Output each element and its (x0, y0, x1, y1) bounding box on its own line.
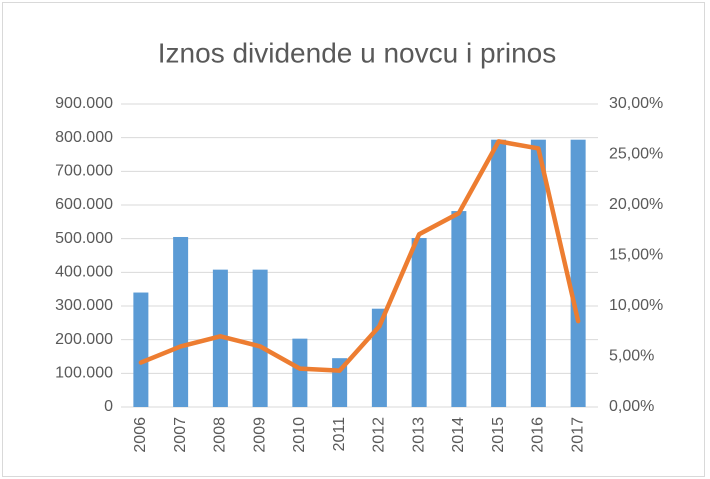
x-tick-label: 2008 (212, 417, 229, 453)
bar (491, 139, 507, 408)
y2-tick-label: 10,00% (609, 297, 663, 314)
bar (570, 139, 586, 408)
x-tick-label: 2006 (132, 417, 149, 453)
bar (133, 292, 149, 407)
y2-tick-label: 25,00% (609, 146, 663, 163)
x-tick-label: 2015 (490, 417, 507, 453)
y-tick-label: 700.000 (55, 163, 113, 180)
y-tick-label: 100.000 (55, 365, 113, 382)
y-tick-label: 300.000 (55, 297, 113, 314)
y-tick-label: 500.000 (55, 230, 113, 247)
y2-tick-label: 0,00% (609, 398, 654, 415)
bar (292, 338, 308, 407)
bar (252, 269, 268, 407)
y2-tick-label: 5,00% (609, 348, 654, 365)
y2-tick-label: 15,00% (609, 247, 663, 264)
line (138, 139, 581, 373)
x-tick-label: 2014 (450, 417, 467, 453)
x-tick-label: 2016 (530, 417, 547, 453)
x-tick-label: 2017 (569, 417, 586, 453)
y-tick-label: 900.000 (55, 95, 113, 112)
x-tick-label: 2011 (331, 417, 348, 452)
bar (173, 236, 189, 407)
x-tick-label: 2009 (251, 417, 268, 453)
bar (530, 139, 546, 408)
y-tick-label: 800.000 (55, 129, 113, 146)
chart-title: Iznos dividende u novcu i prinos (158, 37, 556, 68)
x-tick-label: 2012 (371, 417, 388, 453)
y-tick-label: 0 (104, 398, 113, 415)
bar (411, 237, 427, 407)
y-tick-label: 200.000 (55, 331, 113, 348)
x-tick-label: 2010 (291, 417, 308, 453)
y2-tick-label: 30,00% (609, 95, 663, 112)
y2-tick-label: 20,00% (609, 196, 663, 213)
y-tick-label: 400.000 (55, 264, 113, 281)
x-tick-label: 2007 (172, 417, 189, 453)
y-tick-label: 600.000 (55, 196, 113, 213)
x-tick-label: 2013 (410, 417, 427, 453)
bar (451, 211, 467, 407)
